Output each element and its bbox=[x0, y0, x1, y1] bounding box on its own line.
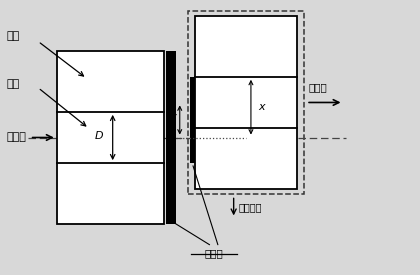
Text: y: y bbox=[171, 112, 176, 122]
Text: 射出光: 射出光 bbox=[308, 82, 327, 92]
Bar bbox=[195, 16, 297, 189]
Text: D: D bbox=[95, 131, 104, 141]
Bar bbox=[166, 51, 176, 224]
Bar bbox=[190, 77, 195, 163]
Bar bbox=[57, 51, 164, 224]
Text: x: x bbox=[258, 102, 265, 112]
Text: 隔光板: 隔光板 bbox=[205, 248, 223, 258]
Text: 射入光: 射入光 bbox=[7, 133, 27, 142]
Bar bbox=[188, 11, 304, 194]
Text: 包层: 包层 bbox=[7, 31, 20, 42]
Text: 纤芯: 纤芯 bbox=[7, 79, 20, 89]
Text: 移动方向: 移动方向 bbox=[239, 202, 262, 212]
